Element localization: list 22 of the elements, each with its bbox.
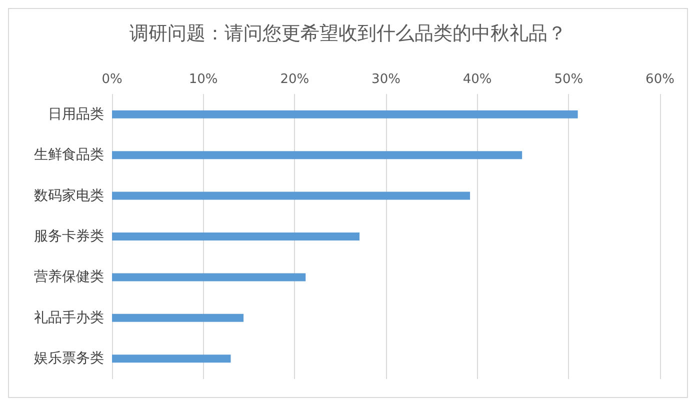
y-tick-label: 日用品类	[48, 106, 104, 122]
y-tick-label: 营养保健类	[34, 269, 104, 286]
y-tick-label: 娱乐票务类	[34, 350, 104, 367]
y-tick-label: 生鲜食品类	[34, 147, 104, 164]
bar	[112, 232, 360, 240]
x-tick-label: 40%	[462, 72, 492, 87]
chart-title: 调研问题：请问您更希望收到什么品类的中秋礼品？	[130, 22, 566, 44]
bar	[112, 110, 578, 118]
x-tick-label: 20%	[280, 72, 310, 87]
x-tick-label: 30%	[372, 72, 400, 87]
bar	[112, 314, 244, 322]
y-tick-label: 礼品手办类	[34, 310, 104, 326]
x-tick-label: 0%	[102, 72, 122, 87]
y-tick-label: 数码家电类	[34, 188, 104, 204]
bar	[112, 192, 470, 200]
x-tick-label: 10%	[188, 72, 218, 87]
x-tick-label: 50%	[554, 72, 584, 87]
bar	[112, 354, 231, 363]
bar	[112, 273, 306, 282]
y-tick-label: 服务卡券类	[34, 228, 104, 244]
bar	[112, 151, 522, 160]
x-tick-label: 60%	[646, 72, 674, 87]
